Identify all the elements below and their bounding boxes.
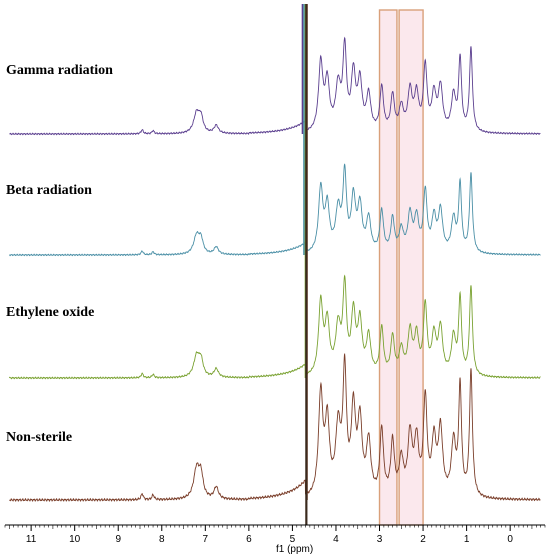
series-label: Gamma radiation bbox=[6, 63, 113, 78]
x-tick-label: 1 bbox=[464, 534, 470, 545]
spectrum-line bbox=[9, 163, 541, 257]
x-tick-label: 7 bbox=[203, 534, 209, 545]
x-axis-label: f1 (ppm) bbox=[276, 544, 313, 555]
spectrum-line bbox=[8, 274, 541, 380]
series-labels: Gamma radiation Beta radiation Ethylene ox… bbox=[6, 63, 113, 445]
x-tick-label: 10 bbox=[69, 534, 81, 545]
x-tick-label: 8 bbox=[159, 534, 165, 545]
series-label: Ethylene oxide bbox=[6, 305, 94, 320]
x-tick-label: 0 bbox=[507, 534, 513, 545]
x-tick-label: 11 bbox=[26, 534, 37, 545]
x-axis: 11 10 9 8 7 6 5 4 3 2 1 0 f1 (ppm) bbox=[4, 524, 546, 555]
x-tick-label: 2 bbox=[420, 534, 426, 545]
x-tick-label: 3 bbox=[377, 534, 383, 545]
series-label: Non-sterile bbox=[6, 430, 72, 445]
series-label: Beta radiation bbox=[6, 183, 92, 198]
highlight-regions bbox=[378, 9, 424, 526]
x-axis-ticks: 11 10 9 8 7 6 5 4 3 2 1 0 bbox=[4, 525, 546, 545]
x-tick-label: 9 bbox=[115, 534, 121, 545]
spectrum-line bbox=[9, 36, 541, 136]
x-tick-label: 6 bbox=[246, 534, 252, 545]
x-tick-label: 5 bbox=[290, 534, 296, 545]
x-tick-label: 4 bbox=[333, 534, 339, 545]
spectrum-line bbox=[9, 352, 541, 502]
spectra-layer bbox=[8, 4, 541, 525]
